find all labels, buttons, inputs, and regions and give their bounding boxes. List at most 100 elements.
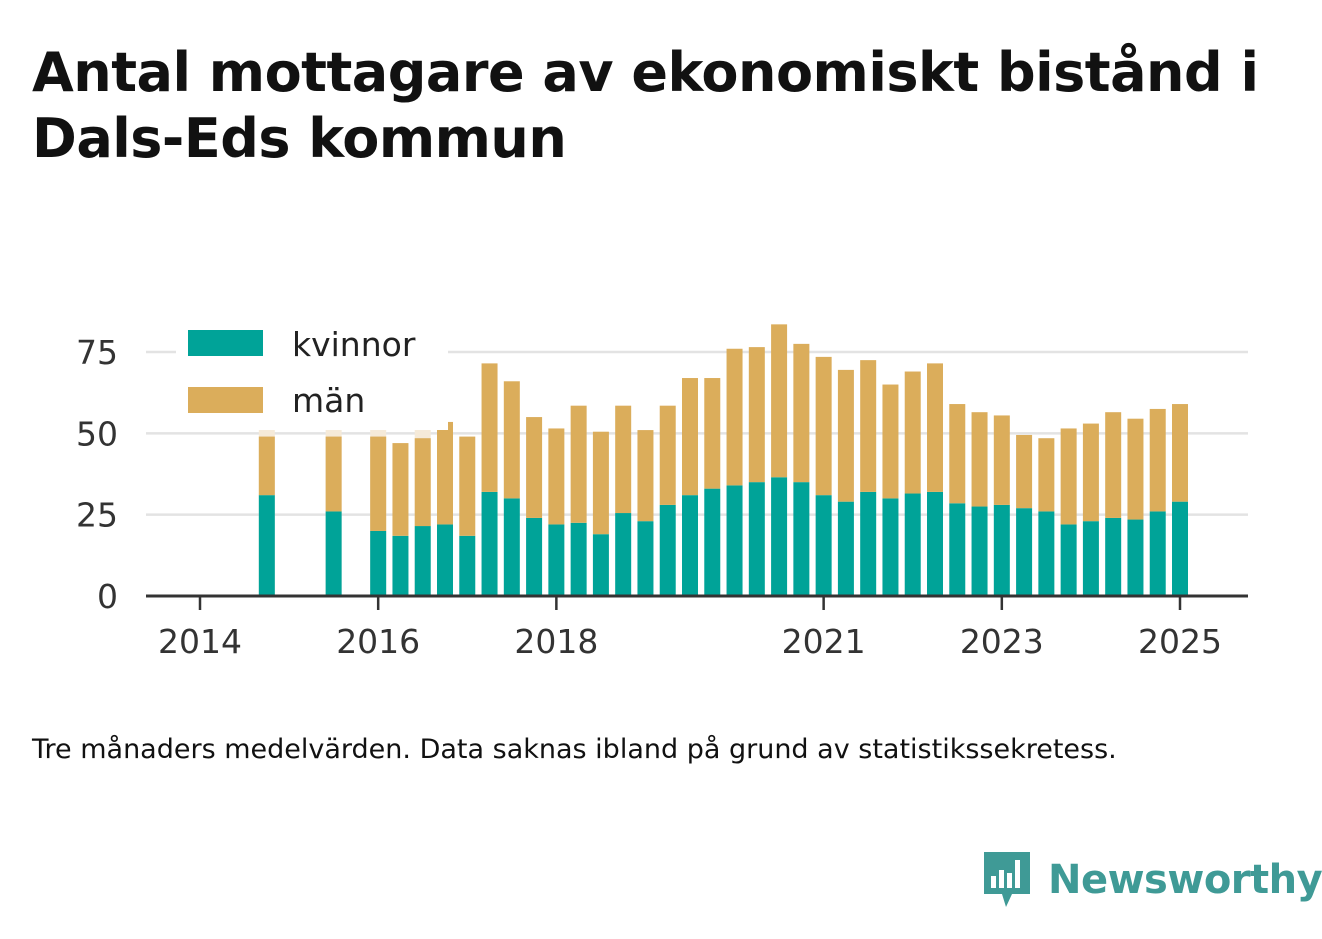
bar-man bbox=[860, 360, 877, 492]
bar-man bbox=[793, 343, 810, 483]
bar-man bbox=[1149, 408, 1166, 512]
bar-man bbox=[904, 371, 921, 494]
legend-label-man: män bbox=[292, 381, 365, 420]
bar-man bbox=[414, 438, 431, 527]
bar-kvinnor bbox=[659, 504, 676, 596]
x-tick-label: 2016 bbox=[336, 622, 420, 661]
bar-kvinnor bbox=[1172, 501, 1188, 596]
bar-man bbox=[258, 436, 275, 496]
bar-man bbox=[548, 428, 565, 525]
newsworthy-logo[interactable]: Newsworthy bbox=[982, 850, 1322, 910]
bar-kvinnor bbox=[748, 482, 765, 596]
bar-man bbox=[771, 324, 788, 478]
bar-kvinnor bbox=[949, 503, 966, 596]
bar-man bbox=[437, 421, 453, 525]
bar-man bbox=[726, 348, 743, 486]
bar-kvinnor bbox=[993, 504, 1010, 596]
bar-kvinnor bbox=[1105, 517, 1122, 596]
bar-kvinnor bbox=[1016, 508, 1033, 596]
bar-man bbox=[927, 363, 943, 492]
bar-man bbox=[637, 430, 654, 522]
bar-man bbox=[1016, 434, 1033, 509]
bar-man bbox=[1127, 418, 1144, 520]
bar-kvinnor bbox=[837, 501, 854, 596]
x-tick-label: 2023 bbox=[960, 622, 1044, 661]
bar-man bbox=[526, 417, 543, 518]
bar-kvinnor bbox=[904, 493, 921, 596]
bar-kvinnor bbox=[815, 495, 832, 596]
bar-man bbox=[1060, 428, 1077, 525]
bar-man bbox=[592, 431, 609, 535]
bar-kvinnor bbox=[704, 488, 721, 596]
y-tick-label: 50 bbox=[76, 414, 118, 453]
y-tick-label: 75 bbox=[76, 333, 118, 372]
bar-man bbox=[1038, 438, 1055, 512]
bar-kvinnor bbox=[1149, 511, 1166, 596]
bar-kvinnor bbox=[526, 517, 543, 596]
legend-label-kvinnor: kvinnor bbox=[292, 325, 416, 364]
axes: 0 25 50 75 2014 2016 2018 2021 2023 2025 bbox=[76, 333, 1248, 661]
bar-kvinnor bbox=[481, 491, 498, 596]
bar-man bbox=[503, 381, 520, 499]
chart-footnote: Tre månaders medelvärden. Data saknas ib… bbox=[32, 734, 1117, 765]
bar-kvinnor bbox=[258, 495, 275, 596]
bar-man bbox=[570, 405, 587, 523]
bar-man bbox=[882, 384, 899, 499]
bar-kvinnor bbox=[1060, 524, 1077, 596]
bar-kvinnor bbox=[793, 482, 810, 596]
legend-swatch-kvinnor bbox=[188, 330, 263, 356]
bar-kvinnor bbox=[1038, 511, 1055, 596]
bar-kvinnor bbox=[503, 498, 520, 596]
x-tick-label: 2025 bbox=[1138, 622, 1222, 661]
bar-man bbox=[815, 356, 832, 496]
newsworthy-bar-chart-icon bbox=[984, 852, 1030, 907]
bar-man bbox=[459, 436, 476, 536]
bar-kvinnor bbox=[1082, 521, 1099, 596]
bar-kvinnor bbox=[860, 491, 877, 596]
bar-man bbox=[1105, 412, 1122, 518]
legend-swatch-man bbox=[188, 387, 263, 413]
bar-kvinnor bbox=[771, 477, 788, 596]
bar-kvinnor bbox=[927, 491, 943, 596]
bars bbox=[258, 324, 1188, 596]
bar-man bbox=[370, 436, 387, 531]
bar-man bbox=[837, 369, 854, 502]
bar-man bbox=[615, 405, 632, 514]
bar-kvinnor bbox=[682, 495, 698, 596]
legend: kvinnor män bbox=[176, 320, 448, 430]
bar-man bbox=[392, 443, 409, 536]
bar-kvinnor bbox=[459, 535, 476, 596]
newsworthy-wordmark: Newsworthy bbox=[1048, 857, 1322, 903]
bar-man bbox=[325, 436, 342, 512]
bar-man bbox=[659, 405, 676, 505]
y-tick-label: 25 bbox=[76, 496, 118, 535]
bar-kvinnor bbox=[592, 534, 609, 596]
bar-kvinnor bbox=[971, 506, 988, 596]
x-tick-label: 2018 bbox=[514, 622, 598, 661]
x-tick-label: 2021 bbox=[782, 622, 866, 661]
bar-man bbox=[949, 404, 966, 504]
chart-title: Antal mottagare av ekonomiskt bistånd i … bbox=[32, 41, 1259, 170]
bar-kvinnor bbox=[370, 530, 387, 596]
bar-kvinnor bbox=[615, 513, 632, 596]
bar-man bbox=[971, 412, 988, 507]
bar-kvinnor bbox=[637, 521, 654, 596]
bar-kvinnor bbox=[414, 526, 431, 596]
bar-kvinnor bbox=[570, 522, 587, 596]
bar-man bbox=[993, 415, 1010, 505]
bar-man bbox=[704, 378, 721, 489]
bar-kvinnor bbox=[392, 535, 409, 596]
bar-man bbox=[1172, 404, 1188, 502]
bar-kvinnor bbox=[325, 511, 342, 596]
y-tick-label: 0 bbox=[97, 577, 118, 616]
bar-man bbox=[682, 378, 698, 496]
bar-man bbox=[748, 347, 765, 483]
bar-kvinnor bbox=[726, 485, 743, 596]
bar-kvinnor bbox=[437, 524, 453, 596]
x-tick-label: 2014 bbox=[158, 622, 242, 661]
bar-kvinnor bbox=[1127, 519, 1144, 596]
bar-kvinnor bbox=[548, 524, 565, 596]
bar-man bbox=[481, 363, 498, 492]
bar-kvinnor bbox=[882, 498, 899, 596]
